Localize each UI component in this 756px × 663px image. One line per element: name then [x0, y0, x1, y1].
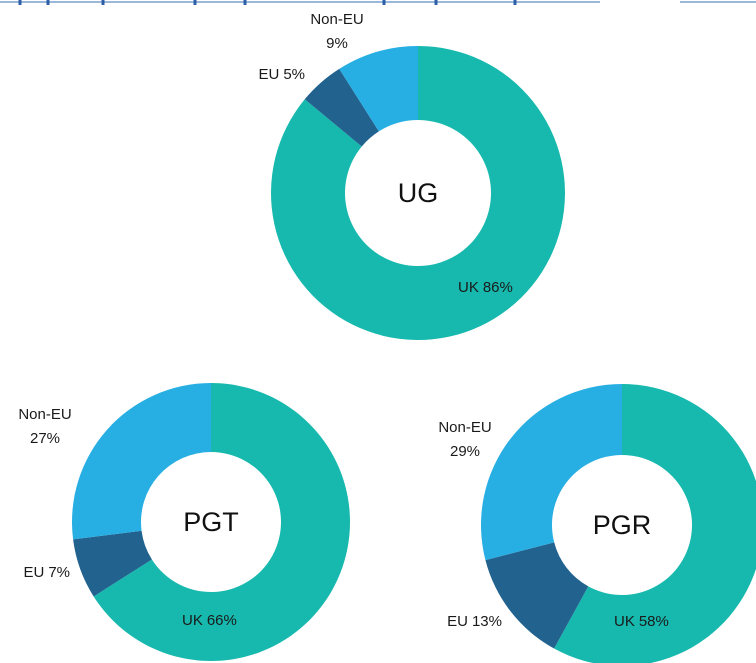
slice-label: Non-EU 9%	[310, 11, 363, 52]
chart-title: PGT	[183, 507, 239, 537]
slice-value: 27%	[30, 430, 60, 447]
slice-category: Non-EU	[310, 11, 363, 28]
donut-slice	[93, 383, 351, 661]
chart-title: PGR	[593, 510, 652, 540]
slice-label: EU 5%	[258, 66, 305, 83]
donut-slice	[481, 384, 622, 561]
donut-slice	[485, 542, 589, 649]
slice-value: 5%	[283, 66, 305, 83]
top-strip	[0, 0, 756, 5]
slice-value: 58%	[639, 613, 669, 630]
slice-label: UK 58%	[614, 613, 669, 630]
donut-slice	[72, 383, 211, 540]
slice-value: 7%	[48, 564, 70, 581]
slice-label: UK 66%	[182, 612, 237, 629]
slice-label: EU 7%	[23, 564, 70, 581]
donut-slice	[554, 384, 756, 663]
slice-category: Non-EU	[18, 406, 71, 423]
slice-label: Non-EU 27%	[18, 406, 71, 447]
donut-slice	[270, 46, 566, 340]
slice-label: UK 86%	[458, 279, 513, 296]
donut-slice	[304, 68, 379, 147]
slice-value: 29%	[450, 443, 480, 460]
donut-slice	[339, 46, 418, 132]
slice-category: EU	[447, 613, 468, 630]
slice-value: 86%	[483, 279, 513, 296]
donut-slice	[73, 530, 152, 597]
slice-category: UK	[614, 613, 635, 630]
slice-category: EU	[23, 564, 44, 581]
slice-value: 9%	[326, 35, 348, 52]
slice-value: 66%	[207, 612, 237, 629]
slice-label: EU 13%	[447, 613, 502, 630]
slice-category: Non-EU	[438, 419, 491, 436]
slice-value: 13%	[472, 613, 502, 630]
slice-label: Non-EU 29%	[438, 419, 491, 460]
slice-category: EU	[258, 66, 279, 83]
slice-category: UK	[182, 612, 203, 629]
slice-category: UK	[458, 279, 479, 296]
chart-title: UG	[398, 178, 439, 208]
